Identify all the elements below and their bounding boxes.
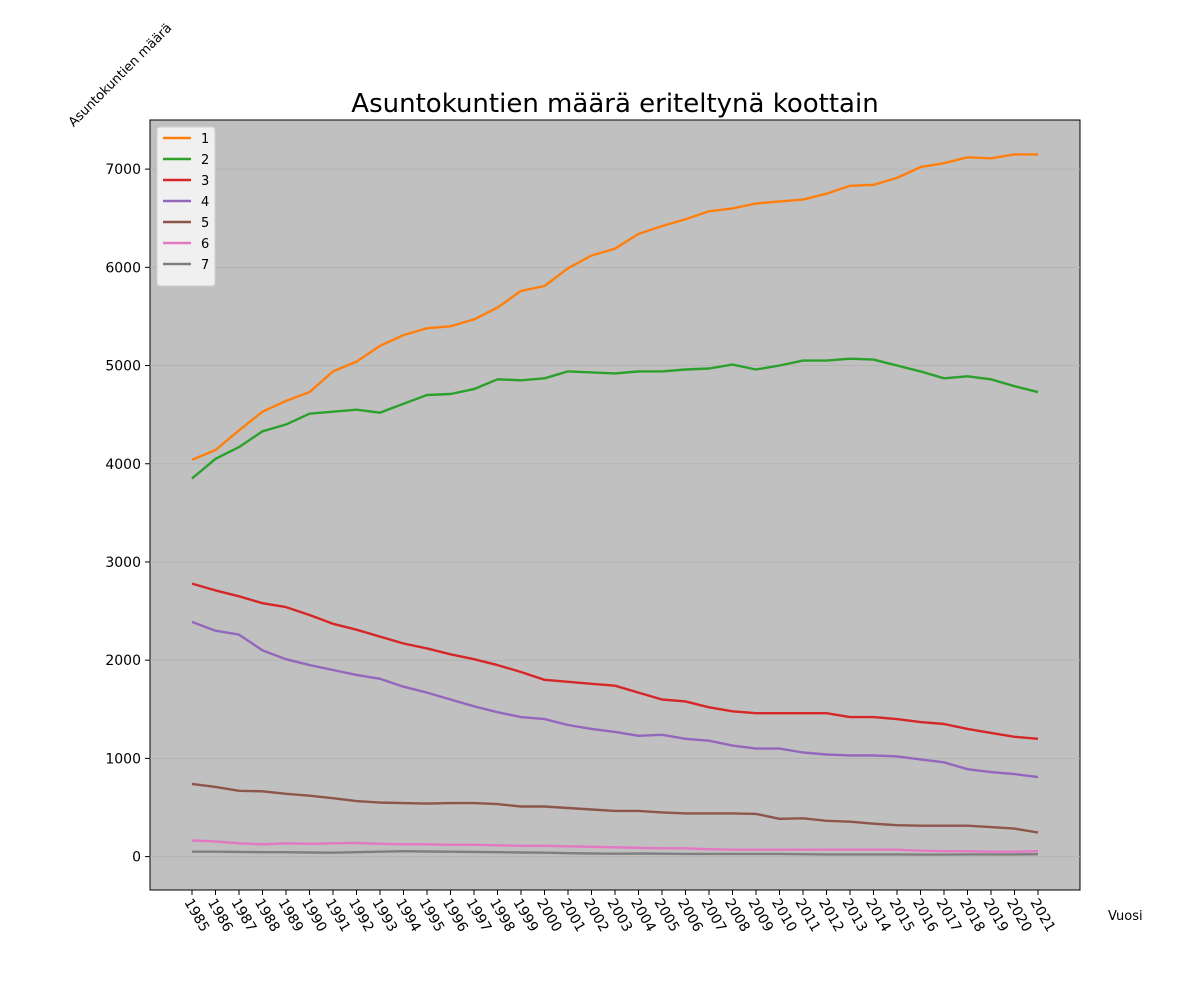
y-tick-label: 3000 (105, 555, 141, 571)
series-line-2 (191, 357, 1039, 480)
legend-label-4: 4 (201, 195, 209, 210)
legend-label-6: 6 (201, 237, 209, 252)
legend-box (156, 126, 216, 287)
legend-label-5: 5 (201, 216, 209, 231)
y-axis: 0 1000 2000 3000 4000 5000 6000 7000 (105, 162, 150, 866)
legend-label-2: 2 (201, 153, 209, 168)
y-tick-label: 5000 (105, 359, 141, 375)
series-line-6 (191, 839, 1039, 853)
series-line-1 (191, 153, 1038, 461)
legend-label-1: 1 (201, 132, 209, 147)
x-axis-label: Vuosi (1108, 909, 1143, 924)
series-line-7 (192, 850, 1039, 856)
legend-label-3: 3 (201, 174, 209, 189)
series-line-3 (191, 582, 1039, 740)
y-tick-label: 1000 (105, 751, 141, 767)
chart-title: Asuntokuntien määrä eriteltynä koottain (351, 89, 878, 119)
legend-label-7: 7 (201, 258, 209, 273)
y-tick-label: 7000 (105, 162, 141, 178)
series-line-4 (191, 620, 1039, 779)
y-gridlines (150, 168, 1080, 858)
y-tick-label: 4000 (105, 457, 141, 473)
series-line-5 (191, 782, 1039, 834)
y-tick-label: 6000 (105, 260, 141, 276)
y-tick-label: 2000 (105, 653, 141, 669)
plot-area (149, 119, 1081, 891)
y-tick-label: 0 (132, 850, 141, 866)
series-lines (191, 153, 1039, 856)
legend: 1 2 3 4 5 6 7 (156, 126, 216, 287)
